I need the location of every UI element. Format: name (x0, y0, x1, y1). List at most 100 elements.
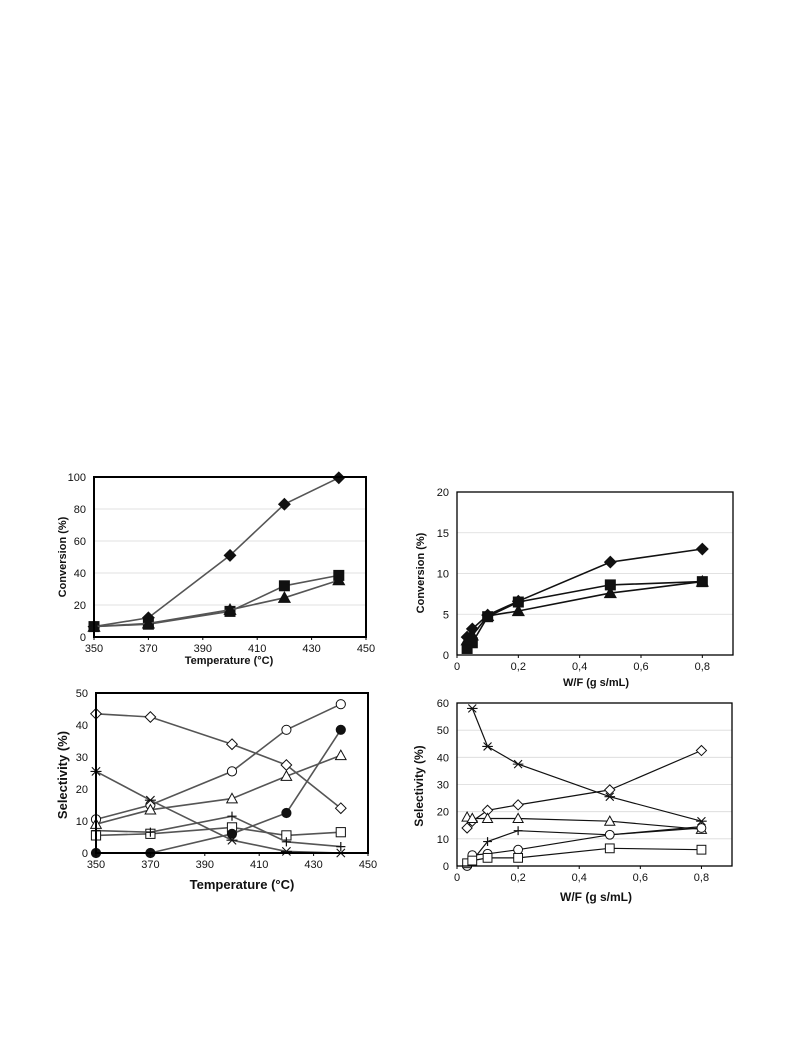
star-marker (482, 742, 493, 751)
y-tick-label: 0 (80, 632, 86, 644)
circle-filled-marker (226, 828, 238, 839)
plot-area: 0 0,2 0,4 0,6 0,8 0 5 10 15 20 (437, 487, 734, 673)
star-marker (604, 792, 616, 802)
square-open-marker (513, 852, 524, 863)
triangle-filled-marker (223, 603, 237, 615)
circle-open-marker (226, 766, 238, 777)
x-tick-label: 450 (357, 643, 375, 655)
y-tick-label: 30 (437, 780, 449, 792)
plus-marker (227, 811, 237, 821)
x-tick-label: 390 (196, 859, 214, 871)
square-filled-marker (278, 580, 290, 592)
plus-marker (145, 827, 155, 837)
y-tick-label: 15 (437, 528, 449, 540)
y-tick-label: 10 (437, 569, 449, 581)
x-tick-label: 0 (454, 661, 460, 673)
x-tick-label: 0,8 (694, 872, 709, 884)
triangle-open-marker (481, 812, 494, 824)
plot-area: 0 0,2 0,4 0,6 0,8 0 10 20 30 40 50 60 (437, 698, 733, 884)
triangle-filled-marker (141, 616, 155, 629)
star-marker (696, 816, 707, 826)
square-open-marker (467, 855, 478, 866)
x-tick-label: 350 (85, 643, 103, 655)
triangle-filled-marker (481, 609, 495, 621)
diamond-filled-marker (277, 497, 291, 511)
x-tick-label: 0,4 (572, 661, 587, 673)
plus-marker (336, 842, 346, 852)
plot-area: 350 370 390 410 430 450 0 20 40 60 80 100 (68, 471, 375, 655)
diamond-open-marker (695, 744, 708, 757)
x-tick-label: 430 (304, 859, 322, 871)
diamond-filled-marker (223, 548, 237, 562)
triangle-open-marker (144, 803, 157, 815)
y-tick-label: 50 (437, 725, 449, 737)
triangle-open-marker (280, 769, 293, 781)
plot-frame (93, 476, 367, 638)
square-open-marker (335, 827, 346, 838)
diamond-open-marker (334, 802, 347, 815)
plus-marker (513, 826, 523, 836)
x-axis-title: Temperature (°C) (185, 655, 274, 667)
diamond-open-marker (226, 738, 238, 751)
x-tick-label: 0 (454, 872, 460, 884)
x-tick-label: 0,6 (633, 661, 648, 673)
y-tick-label: 40 (76, 720, 88, 732)
x-tick-label: 450 (359, 859, 377, 871)
y-tick-label: 0 (82, 848, 88, 860)
y-tick-label: 0 (443, 861, 449, 873)
x-axis-title: W/F (g s/mL) (563, 677, 629, 689)
triangle-filled-marker (332, 573, 346, 586)
y-tick-label: 40 (74, 568, 86, 580)
diamond-open-marker (461, 822, 473, 834)
diamond-filled-marker (695, 542, 709, 556)
y-tick-label: 20 (437, 487, 449, 499)
x-tick-label: 0,2 (511, 661, 526, 673)
series-6 (462, 843, 707, 869)
triangle-open-marker (334, 749, 347, 761)
circle-open-marker (335, 699, 346, 710)
y-tick-label: 20 (76, 784, 88, 796)
y-tick-label: 60 (74, 536, 86, 548)
y-tick-label: 60 (437, 698, 449, 710)
diamond-open-marker (512, 799, 524, 811)
y-axis-title: Conversion (%) (415, 532, 427, 613)
x-tick-label: 350 (87, 859, 105, 871)
star-marker (466, 704, 478, 713)
circle-filled-marker (281, 807, 292, 819)
selectivity-vs-temperature-chart: 350 370 390 410 430 450 0 10 20 30 40 50 Temperatur… (55, 688, 377, 892)
y-tick-label: 50 (76, 688, 88, 700)
diamond-filled-marker (603, 555, 617, 569)
star-marker (512, 759, 524, 769)
square-open-marker (604, 843, 615, 854)
circle-open-marker (281, 724, 292, 735)
y-tick-label: 10 (76, 816, 88, 828)
x-tick-label: 0,8 (695, 661, 710, 673)
series-1 (466, 704, 707, 826)
circle-open-marker (513, 844, 524, 855)
triangle-filled-marker (277, 591, 291, 603)
series-3 (89, 749, 347, 829)
triangle-open-marker (512, 812, 525, 824)
x-tick-label: 410 (248, 643, 266, 655)
x-tick-label: 430 (302, 643, 320, 655)
plot-frame (456, 491, 734, 656)
triangle-open-marker (466, 812, 479, 824)
plot-frame (456, 702, 733, 867)
x-tick-label: 370 (141, 859, 159, 871)
circle-open-marker (696, 823, 707, 833)
triangle-filled-marker (511, 604, 525, 617)
circle-filled-marker (335, 724, 346, 735)
conversion-vs-temperature-chart: 350 370 390 410 430 450 0 20 40 60 80 100 Temperatu… (57, 471, 375, 667)
conversion-vs-wf-chart: 0 0,2 0,4 0,6 0,8 0 5 10 15 20 W/F (g s/mL) Conve… (415, 487, 734, 689)
triangle-open-marker (603, 815, 616, 826)
square-open-marker (696, 844, 707, 855)
y-tick-label: 0 (443, 650, 449, 662)
y-tick-label: 100 (68, 472, 86, 484)
y-tick-label: 40 (437, 752, 449, 764)
y-tick-label: 10 (437, 834, 449, 846)
circle-open-marker (604, 829, 615, 840)
y-axis-title: Conversion (%) (57, 516, 69, 597)
